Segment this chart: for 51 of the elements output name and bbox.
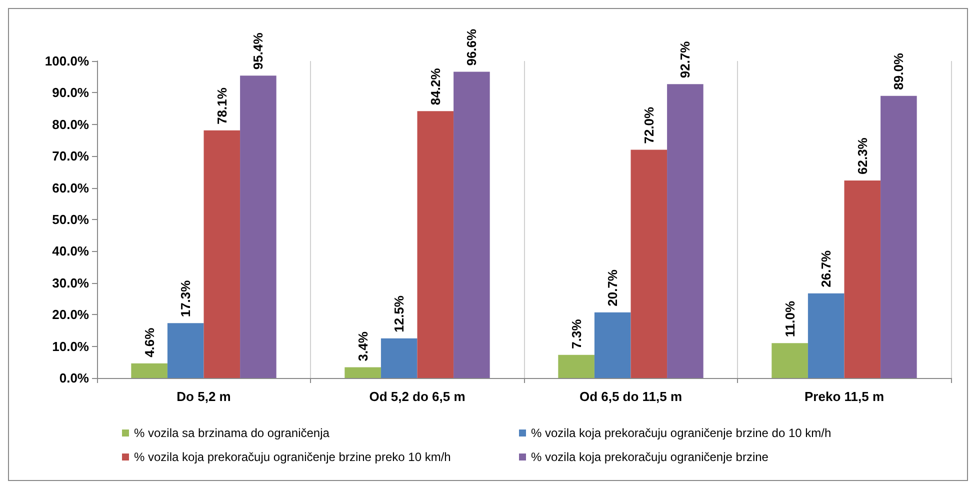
bar xyxy=(558,354,594,378)
bar xyxy=(131,363,168,378)
x-tick-label: Preko 11,5 m xyxy=(804,389,884,404)
y-tick-label: 60.0% xyxy=(52,180,90,196)
legend-label: % vozila koja prekoračuju ograničenje brzine preko 10 km/h xyxy=(134,450,451,464)
bar xyxy=(417,111,454,378)
x-tick-label: Od 5,2 do 6,5 m xyxy=(369,389,466,404)
bar xyxy=(808,293,844,378)
bar xyxy=(380,338,418,378)
y-tick-label: 100.0% xyxy=(44,54,90,68)
y-tick-label: 0.0% xyxy=(59,370,90,386)
legend-label: % vozila koja prekoračuju ograničenje brzine do 10 km/h xyxy=(531,426,832,440)
bar xyxy=(204,130,240,378)
y-tick-label: 90.0% xyxy=(52,85,90,100)
bar xyxy=(667,84,704,378)
y-tick-label: 10.0% xyxy=(52,338,90,354)
data-label: 26.7% xyxy=(818,250,834,288)
legend-label: % vozila koja prekoračuju ograničenje brzine xyxy=(531,450,769,464)
data-label: 12.5% xyxy=(392,295,407,332)
y-tick-label: 50.0% xyxy=(52,212,90,227)
y-tick-label: 20.0% xyxy=(52,307,90,322)
data-label: 17.3% xyxy=(178,280,194,318)
bar xyxy=(454,72,490,378)
data-label: 89.0% xyxy=(891,52,906,90)
x-tick-label: Do 5,2 m xyxy=(176,389,231,404)
data-label: 3.4% xyxy=(355,331,370,362)
bar xyxy=(772,343,808,378)
y-tick-label: 30.0% xyxy=(52,275,90,290)
data-label: 20.7% xyxy=(605,269,620,306)
y-tick-label: 70.0% xyxy=(52,148,90,164)
data-label: 11.0% xyxy=(782,300,798,338)
y-tick-label: 80.0% xyxy=(52,116,90,132)
bar xyxy=(344,367,381,378)
data-label: 78.1% xyxy=(214,87,230,124)
data-label: 96.6% xyxy=(464,28,480,66)
legend-label: % vozila sa brzinama do ograničenja xyxy=(134,426,330,440)
data-label: 7.3% xyxy=(568,318,584,349)
data-label: 84.2% xyxy=(428,68,443,106)
bar xyxy=(880,96,917,378)
data-label: 95.4% xyxy=(250,32,266,70)
bar xyxy=(240,76,276,378)
x-tick-label: Od 6,5 do 11,5 m xyxy=(579,389,682,404)
bar xyxy=(167,323,204,378)
data-label: 72.0% xyxy=(641,106,656,144)
y-tick-label: 40.0% xyxy=(52,244,90,259)
bar xyxy=(844,180,881,378)
bar xyxy=(630,150,668,378)
data-label: 62.3% xyxy=(854,137,870,175)
data-label: 92.7% xyxy=(678,40,693,78)
data-label: 4.6% xyxy=(142,327,157,358)
bar xyxy=(594,312,631,378)
